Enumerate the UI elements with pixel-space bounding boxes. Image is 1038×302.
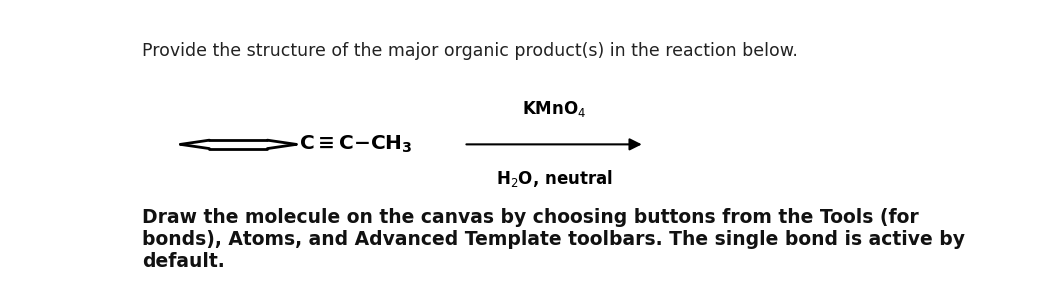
Text: $\mathbf{C{\equiv}C{-}CH_3}$: $\mathbf{C{\equiv}C{-}CH_3}$ [299, 134, 412, 155]
Text: Provide the structure of the major organic product(s) in the reaction below.: Provide the structure of the major organ… [142, 42, 797, 60]
Text: Draw the molecule on the canvas by choosing buttons from the Tools (for
bonds), : Draw the molecule on the canvas by choos… [142, 208, 964, 271]
Text: H$_2$O, neutral: H$_2$O, neutral [496, 168, 612, 189]
Text: KMnO$_4$: KMnO$_4$ [522, 99, 586, 119]
